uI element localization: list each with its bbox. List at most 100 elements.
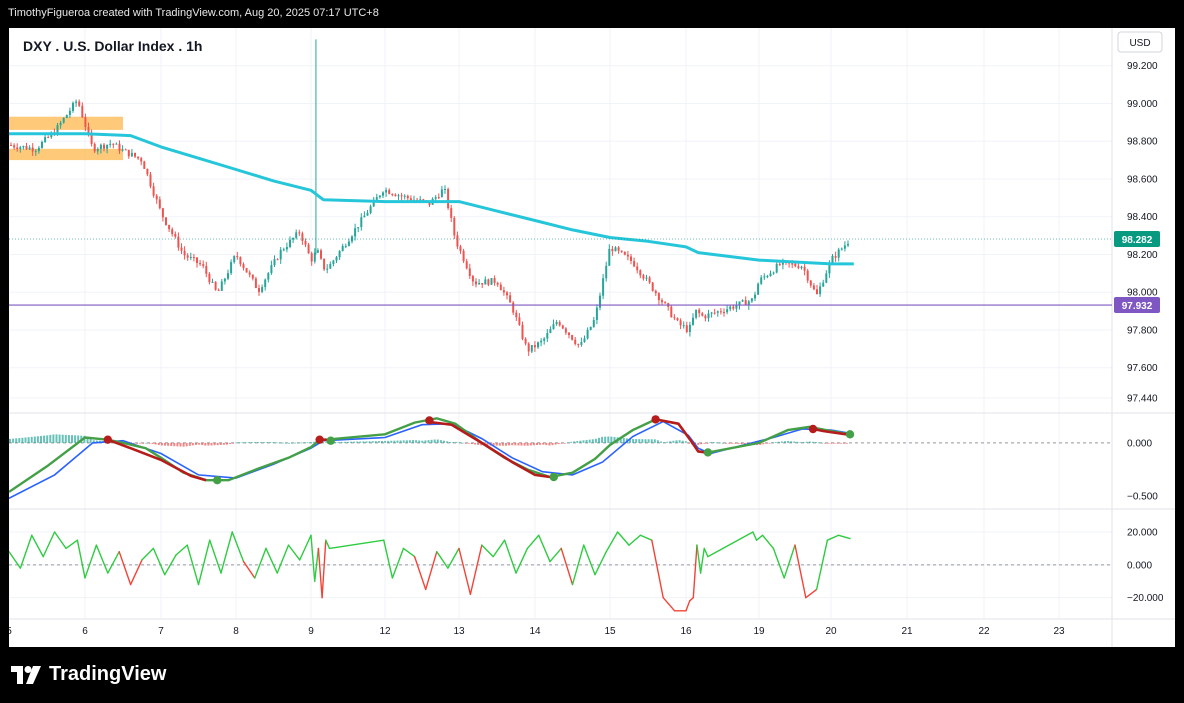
macd-histogram-bar — [439, 440, 442, 443]
macd-histogram-bar — [839, 442, 842, 444]
x-tick-label: 16 — [680, 626, 692, 637]
candle-body — [800, 266, 803, 269]
macd-histogram-bar — [33, 436, 36, 443]
candle-body — [301, 233, 304, 241]
candle-body — [403, 195, 406, 197]
macd-histogram-bar — [350, 441, 352, 443]
macd-histogram-bar — [815, 442, 817, 443]
oscillator-segment — [549, 547, 562, 563]
macd-histogram-bar — [377, 441, 380, 443]
macd-histogram-bar — [24, 437, 27, 443]
macd-histogram-bar — [830, 442, 833, 444]
candle-body — [698, 309, 701, 314]
candle-body — [654, 290, 657, 294]
macd-signal-dot — [326, 436, 335, 445]
candle-body — [13, 145, 16, 148]
candle-body — [366, 212, 369, 216]
macd-histogram-bar — [842, 442, 845, 444]
candle-body — [357, 227, 360, 229]
macd-histogram-bar — [777, 441, 780, 443]
macd-histogram-bar — [678, 440, 681, 443]
oscillator-segment — [242, 560, 256, 579]
x-tick-label: 19 — [753, 626, 765, 637]
candle-body — [375, 197, 378, 200]
candle-body — [561, 325, 564, 329]
oscillator-segment — [141, 547, 155, 561]
candle-body — [509, 295, 512, 303]
candle-body — [670, 306, 673, 318]
candle-body — [682, 325, 685, 327]
candle-body — [143, 161, 146, 169]
macd-histogram-bar — [390, 440, 393, 443]
macd-histogram-bar — [539, 442, 542, 445]
candle-body — [595, 307, 598, 320]
currency-badge[interactable]: USD — [1117, 31, 1163, 53]
candle-body — [19, 147, 22, 149]
macd-histogram-bar — [734, 442, 737, 444]
grid — [8, 28, 1112, 619]
macd-histogram-bar — [548, 442, 551, 446]
macd-histogram-bar — [46, 435, 49, 443]
y-tick-label: 0.000 — [1127, 438, 1152, 449]
candle-body — [285, 247, 288, 250]
oscillator-segment — [321, 539, 327, 599]
macd-histogram-bar — [808, 441, 811, 443]
macd-histogram-bar — [145, 442, 148, 444]
oscillator-segment — [8, 550, 22, 569]
candle-body — [320, 250, 322, 259]
candles — [10, 39, 849, 356]
candle-body — [527, 343, 530, 352]
candle-body — [809, 280, 812, 286]
macd-histogram-bar — [399, 440, 402, 443]
oscillator-segment — [707, 531, 754, 558]
macd-histogram-bar — [213, 442, 216, 446]
candle-body — [99, 144, 102, 150]
candle-body — [37, 147, 40, 152]
macd-histogram-bar — [185, 442, 188, 447]
candle-body — [673, 317, 676, 319]
oscillator-segment — [383, 539, 394, 579]
candle-body — [747, 301, 750, 306]
macd-signal-dot — [315, 435, 324, 444]
chart-svg[interactable]: 99.200 99.000 98.800 98.600 98.400 98.200 98.0… — [6, 28, 1175, 647]
macd-histogram-bar — [641, 439, 644, 443]
macd-histogram-bar — [142, 442, 145, 444]
macd-histogram-bar — [61, 434, 64, 443]
macd-histogram-bar — [449, 441, 452, 443]
macd-histogram-bar — [737, 442, 740, 444]
candle-body — [713, 312, 716, 314]
candle-body — [440, 189, 443, 198]
candle-body — [574, 339, 577, 344]
candle-body — [543, 338, 546, 341]
candle-body — [10, 145, 12, 147]
macd-histogram-bar — [660, 441, 662, 443]
candle-body — [447, 189, 450, 209]
x-tick-label: 21 — [901, 626, 913, 637]
oscillator-segment — [325, 539, 331, 550]
macd-histogram-bar — [635, 439, 638, 443]
macd-signal-dot — [651, 415, 660, 424]
macd-histogram-bar — [458, 442, 461, 444]
candle-body — [338, 251, 341, 258]
oscillator-segment — [19, 534, 33, 569]
candle-body — [152, 186, 155, 196]
x-tick-label: 23 — [1053, 626, 1065, 637]
candle-body — [558, 321, 561, 326]
candle-body — [177, 236, 180, 248]
candle-body — [165, 217, 167, 225]
oscillator-segment — [662, 596, 676, 612]
macd-histogram-bar — [36, 436, 39, 443]
macd-histogram-bar — [133, 442, 135, 444]
candle-body — [372, 199, 375, 207]
candle-body — [211, 281, 214, 283]
candle-body — [555, 321, 558, 325]
macd-histogram-bar — [712, 442, 715, 443]
candle-body — [444, 189, 446, 191]
candle-body — [304, 240, 307, 245]
macd-histogram-bar — [356, 441, 359, 443]
macd-histogram-bar — [173, 442, 176, 447]
macd-histogram-bar — [722, 442, 724, 444]
macd-histogram-bar — [452, 442, 455, 443]
tradingview-logo[interactable]: TradingView — [11, 663, 166, 686]
candle-body — [316, 250, 319, 253]
